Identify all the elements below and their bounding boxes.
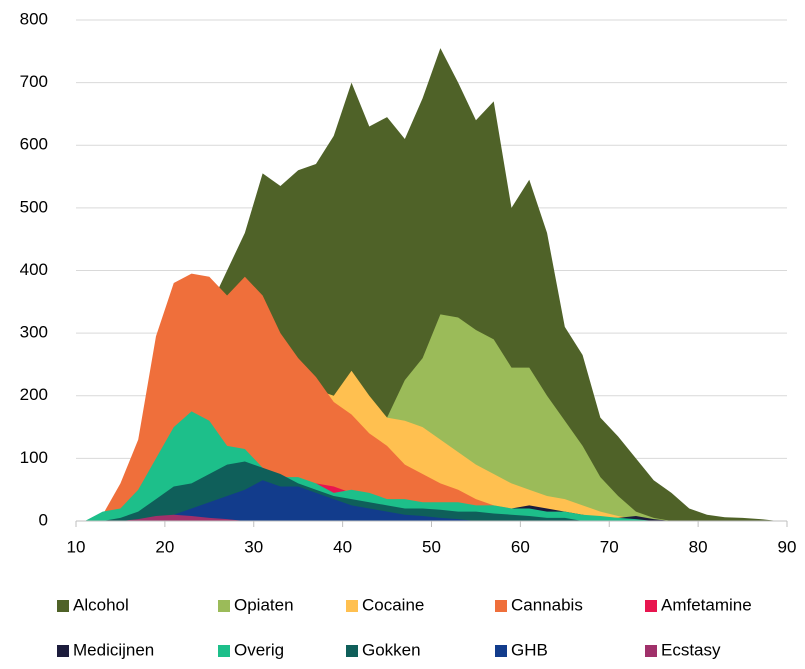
area [84,314,779,521]
area [84,480,779,521]
y-tick-label: 600 [20,135,48,154]
y-tick-label: 100 [20,448,48,467]
legend-label: Opiaten [234,595,294,614]
legend-label: Amfetamine [661,595,752,614]
legend-swatch [645,645,657,657]
x-tick-label: 50 [422,537,441,556]
legend-swatch [218,600,230,612]
x-tick-label: 20 [155,537,174,556]
x-tick-label: 40 [333,537,352,556]
y-tick-label: 500 [20,197,48,216]
legend-label: GHB [511,640,548,659]
legend-label: Cocaine [362,595,424,614]
y-tick-label: 200 [20,385,48,404]
y-tick-label: 300 [20,323,48,342]
legend-label: Cannabis [511,595,583,614]
legend-label: Medicijnen [73,640,154,659]
x-tick-label: 70 [600,537,619,556]
y-tick-label: 800 [20,9,48,28]
x-tick-label: 10 [67,537,86,556]
y-tick-label: 700 [20,72,48,91]
x-tick-label: 90 [778,537,797,556]
legend-swatch [218,645,230,657]
legend-swatch [346,645,358,657]
legend-swatch [57,600,69,612]
x-tick-label: 60 [511,537,530,556]
x-tick-label: 30 [244,537,263,556]
y-tick-label: 0 [39,510,48,529]
legend-label: Ecstasy [661,640,721,659]
legend-swatch [495,600,507,612]
x-tick-label: 80 [689,537,708,556]
legend-label: Alcohol [73,595,129,614]
legend-label: Overig [234,640,284,659]
legend-swatch [57,645,69,657]
legend-swatch [346,600,358,612]
legend-swatch [495,645,507,657]
legend-label: Gokken [362,640,421,659]
area [84,514,779,521]
y-tick-label: 400 [20,260,48,279]
area [84,273,779,521]
legend-swatch [645,600,657,612]
